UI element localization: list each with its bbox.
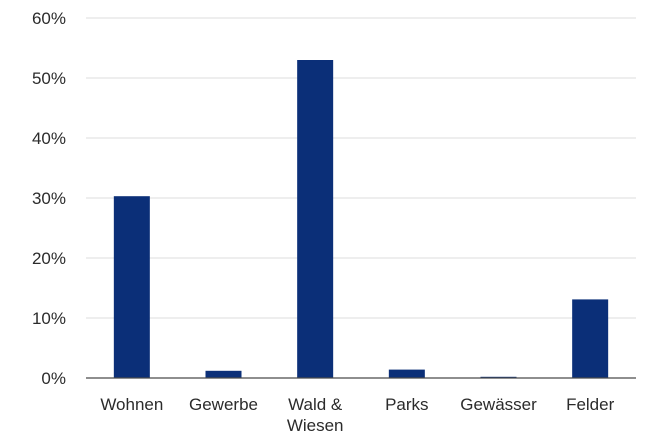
x-tick-label: Parks	[385, 395, 428, 414]
y-tick-label: 40%	[32, 129, 66, 148]
bar	[388, 369, 425, 378]
x-tick-label: Gewerbe	[189, 395, 258, 414]
bar	[113, 196, 150, 378]
bar	[205, 370, 242, 378]
y-tick-label: 50%	[32, 69, 66, 88]
bar	[297, 60, 334, 378]
y-tick-label: 20%	[32, 249, 66, 268]
gridlines	[86, 17, 636, 319]
x-tick-label: Wald & Wiesen	[287, 395, 344, 435]
x-tick-label: Felder	[566, 395, 615, 414]
x-tick-label: Gewässer	[460, 395, 537, 414]
y-tick-label: 30%	[32, 189, 66, 208]
y-tick-label: 60%	[32, 9, 66, 28]
bar	[572, 299, 609, 378]
y-tick-label: 0%	[41, 369, 66, 388]
y-axis-ticks: 0% 10% 20% 30% 40% 50% 60%	[32, 9, 66, 388]
bars	[113, 60, 609, 378]
x-tick-label: Wohnen	[100, 395, 163, 414]
x-axis-labels: Wohnen Gewerbe Wald & Wiesen Parks Gewässer Fe…	[100, 395, 614, 435]
y-tick-label: 10%	[32, 309, 66, 328]
